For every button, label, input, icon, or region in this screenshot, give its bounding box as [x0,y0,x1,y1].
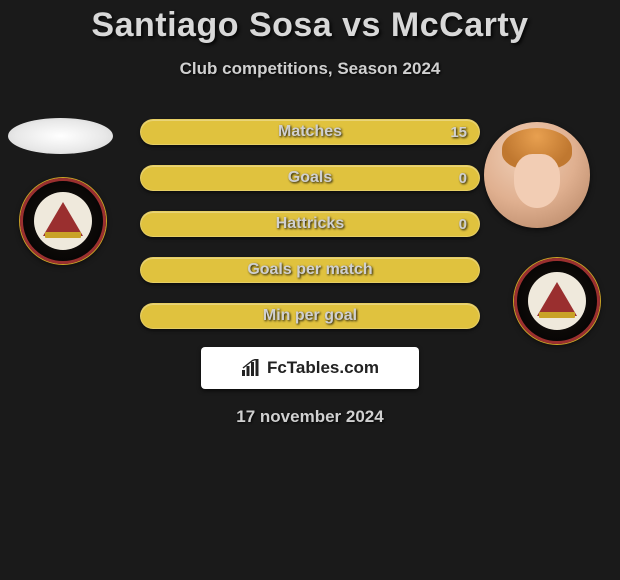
bar-chart-icon [241,359,261,377]
club-crest-left [20,178,106,264]
stat-row-goals: Goals 0 [140,165,480,191]
club-crest-right [514,258,600,344]
stat-row-matches: Matches 15 [140,119,480,145]
atlanta-united-logo-icon [34,192,92,250]
player-right-avatar [484,122,590,228]
stat-label: Goals [288,169,332,187]
subtitle: Club competitions, Season 2024 [0,59,620,79]
atlanta-united-logo-icon [528,272,586,330]
branding-text: FcTables.com [267,358,379,378]
stat-label: Goals per match [247,261,372,279]
stat-value-right: 0 [459,216,467,233]
page-title: Santiago Sosa vs McCarty [0,0,620,45]
stat-value-right: 15 [450,124,467,141]
stat-label: Hattricks [276,215,344,233]
stat-label: Min per goal [263,307,357,325]
stat-value-right: 0 [459,170,467,187]
player-left-avatar [8,118,113,154]
stat-row-min-per-goal: Min per goal [140,303,480,329]
branding-badge: FcTables.com [201,347,419,389]
stat-row-goals-per-match: Goals per match [140,257,480,283]
stat-row-hattricks: Hattricks 0 [140,211,480,237]
stat-label: Matches [278,123,342,141]
date-label: 17 november 2024 [0,407,620,427]
